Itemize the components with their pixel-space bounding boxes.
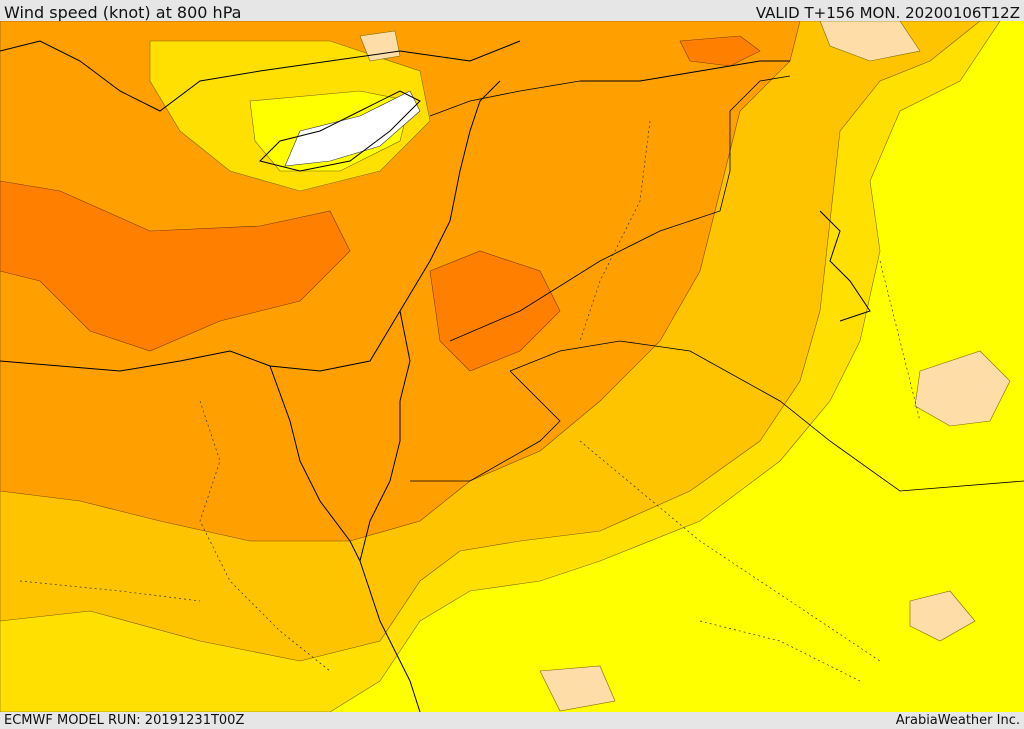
map-footer: ECMWF MODEL RUN: 20191231T00Z ArabiaWeat… [0, 712, 1024, 729]
wind-speed-map [0, 21, 1024, 712]
low-wind-patch-east [914, 350, 1011, 427]
map-title: Wind speed (knot) at 800 hPa [4, 3, 242, 22]
brand-label: ArabiaWeather Inc. [895, 713, 1020, 728]
strong-wind-cell [679, 35, 761, 67]
low-wind-patch-se [909, 590, 976, 642]
country-borders [410, 75, 1024, 492]
valid-time: VALID T+156 MON. 20200106T12Z [755, 4, 1020, 22]
fresh-wind-band [0, 21, 801, 542]
map-header: Wind speed (knot) at 800 hPa VALID T+156… [0, 0, 1024, 22]
low-wind-patch-ne [819, 21, 921, 62]
low-wind-patch-nne [359, 30, 401, 62]
strong-wind-core [429, 250, 561, 372]
coastlines [0, 40, 871, 712]
low-wind-patch-south [539, 665, 616, 712]
strong-wind-band [0, 180, 351, 352]
model-run-label: ECMWF MODEL RUN: 20191231T00Z [4, 713, 245, 728]
province-borders [19, 120, 921, 682]
max-wind-band-north [284, 90, 421, 167]
